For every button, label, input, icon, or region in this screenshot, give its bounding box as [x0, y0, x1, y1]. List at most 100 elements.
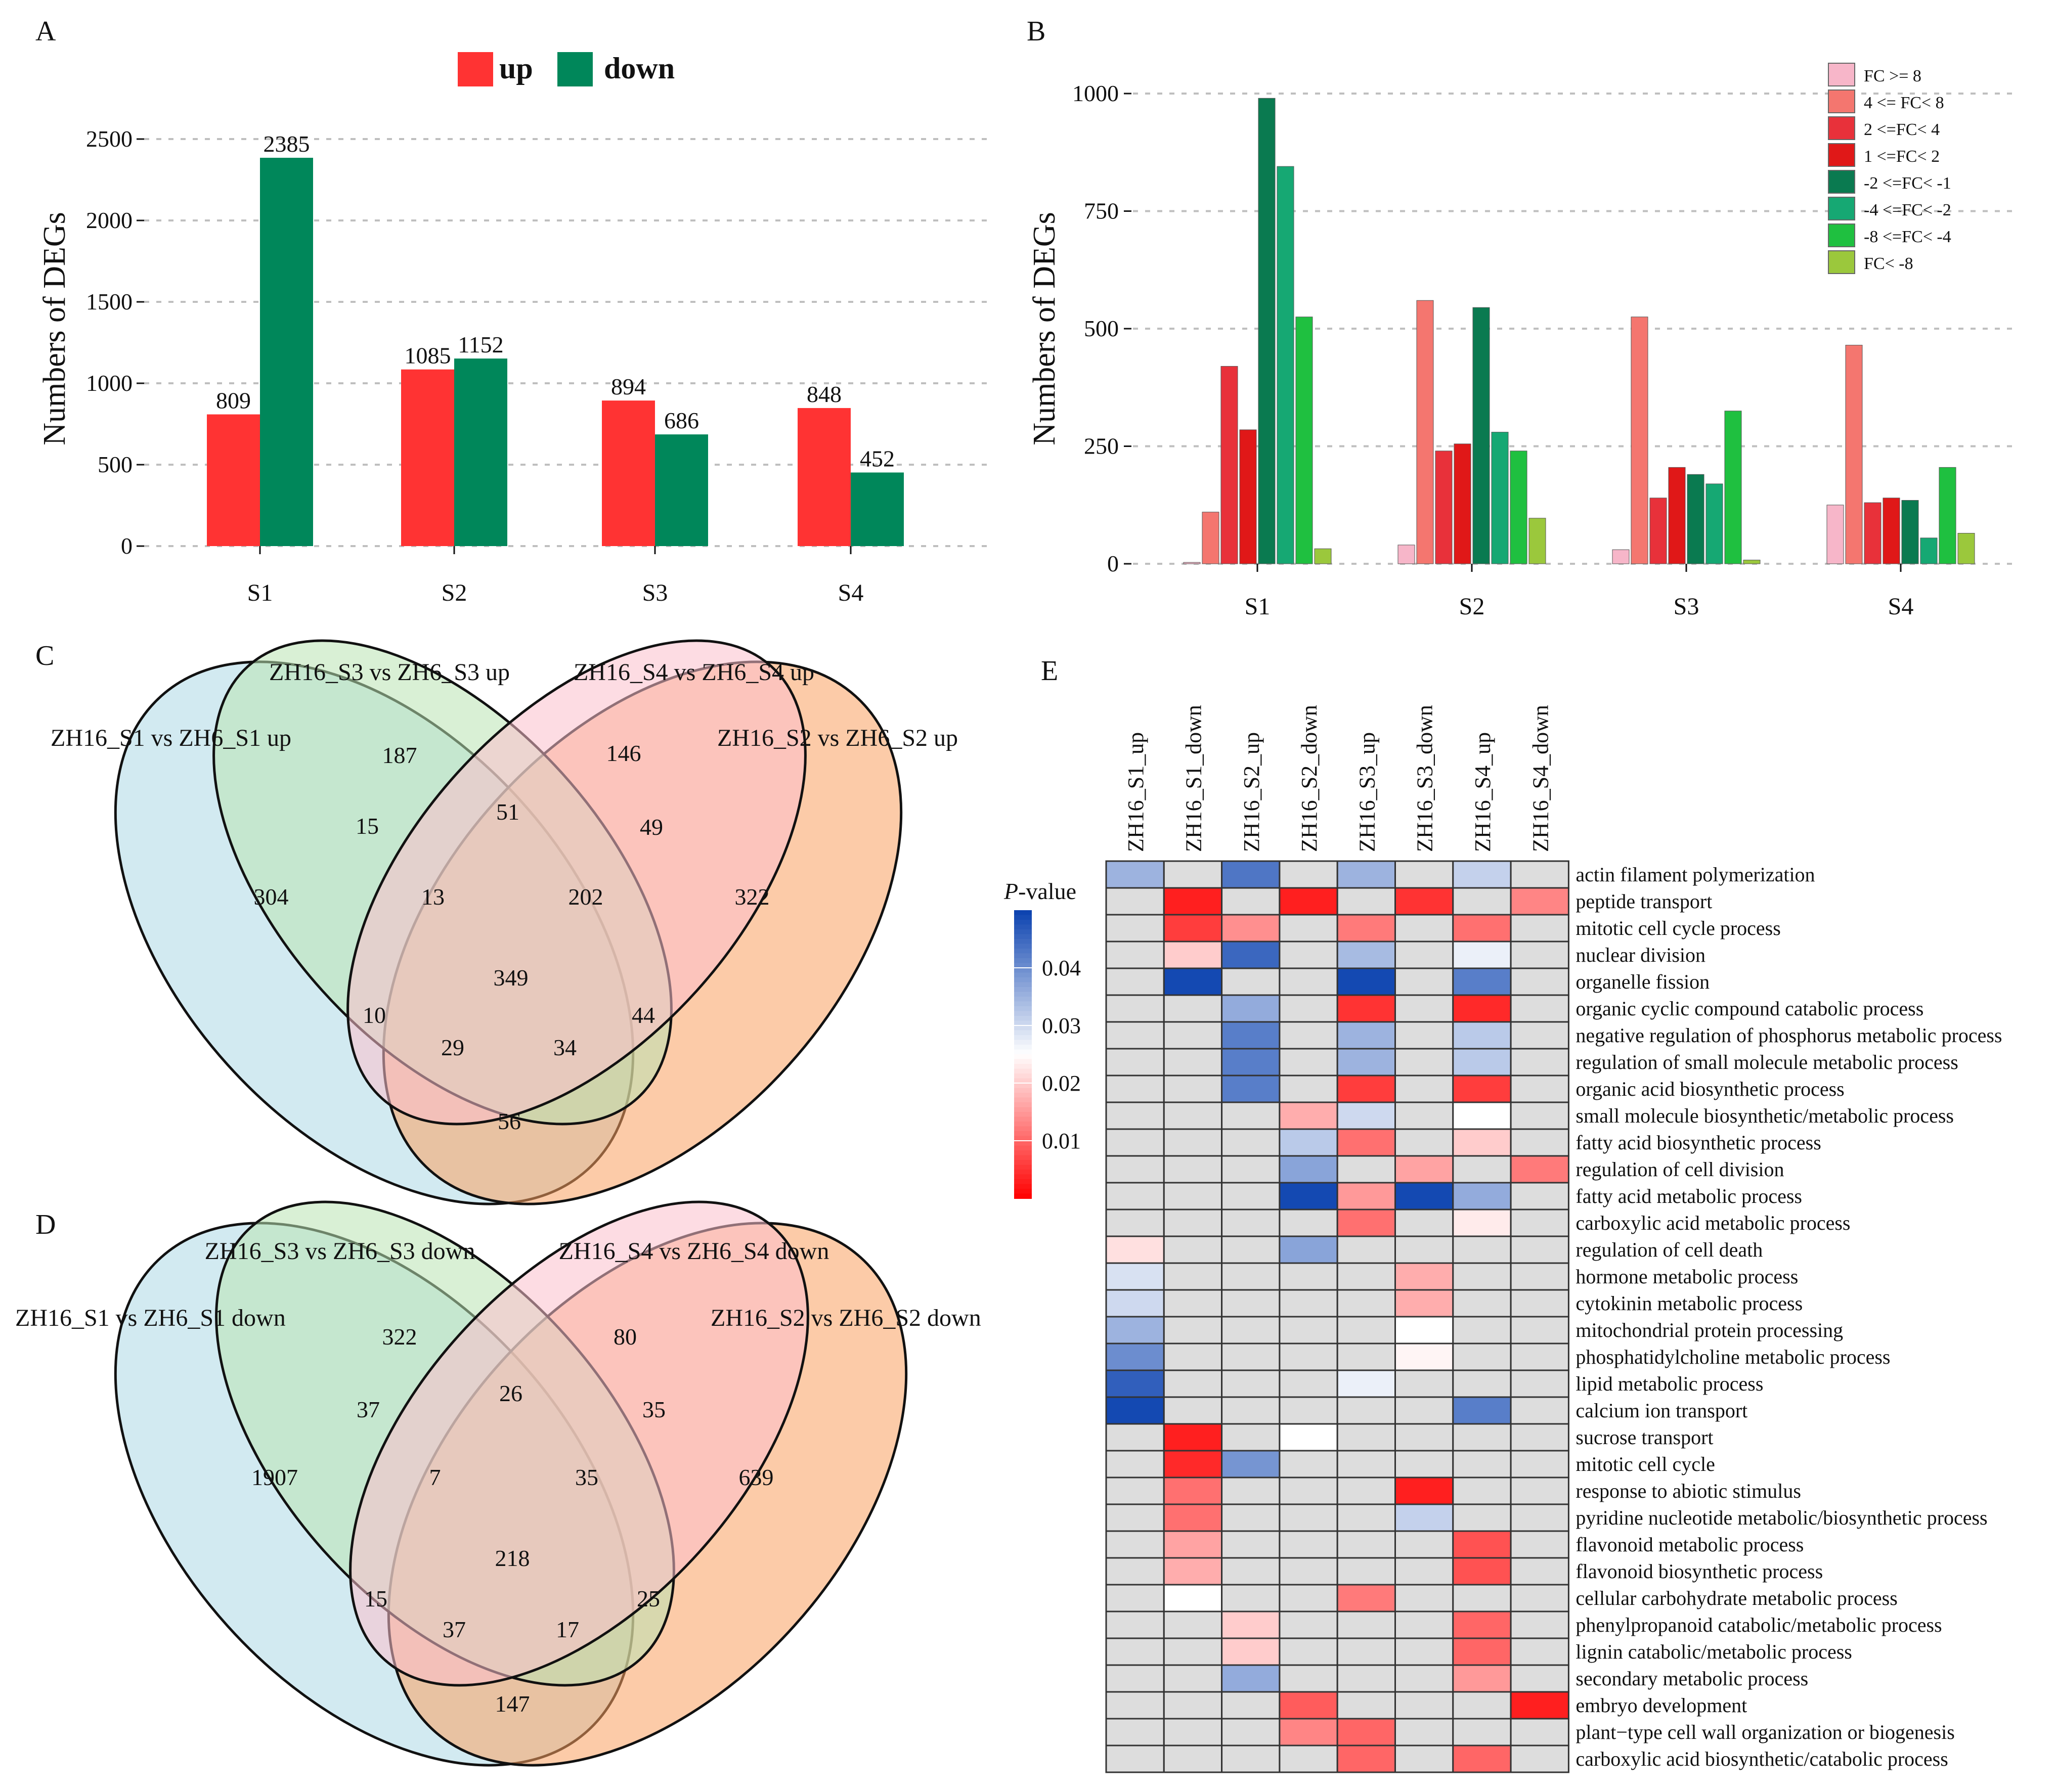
venn-d-set-label-4: ZH16_S2 vs ZH6_S2 down [711, 1305, 981, 1331]
colorbar-step [1014, 1083, 1032, 1089]
colorbar-step [1014, 1189, 1032, 1194]
heatmap-cell [1221, 1262, 1281, 1291]
bar-b-0-S2 [1397, 545, 1415, 564]
colorbar-step [1014, 1122, 1032, 1127]
venn-c-set-3-ellipse [346, 639, 807, 1126]
heatmap-cell [1336, 1610, 1396, 1639]
heatmap-cell [1279, 1342, 1338, 1371]
heatmap-cell [1163, 1342, 1223, 1371]
colorbar-step [1014, 1116, 1032, 1122]
heatmap-cell [1510, 1342, 1569, 1371]
y-axis-label-b: Numbers of DEGs [1027, 212, 1062, 445]
bar-b-3-S4 [1883, 498, 1900, 564]
heatmap-cell [1510, 1610, 1569, 1639]
heatmap-cell [1452, 940, 1512, 969]
heatmap-cell [1452, 1476, 1512, 1505]
heatmap-cell [1452, 1342, 1512, 1371]
venn-c-region-c: 146 [606, 740, 641, 766]
heatmap-cell [1105, 967, 1165, 996]
row-label: negative regulation of phosphorus metabo… [1576, 1024, 2002, 1047]
heatmap-cell [1221, 1235, 1281, 1264]
colorbar-step [1014, 1170, 1032, 1175]
panel-label-d: D [35, 1209, 56, 1240]
heatmap-cell [1452, 1235, 1512, 1264]
column-label: ZH16_S3_up [1354, 732, 1379, 852]
venn-c-region-bc: 51 [496, 799, 519, 825]
colorbar-step [1014, 977, 1032, 983]
bar-b-2-S4 [1864, 502, 1882, 564]
heatmap-cell [1221, 1744, 1281, 1773]
legend-label-a: up [499, 52, 533, 85]
colorbar-step [1014, 1054, 1032, 1060]
heatmap-cell [1452, 994, 1512, 1023]
colorbar-step [1014, 1020, 1032, 1026]
heatmap-cell [1221, 1637, 1281, 1666]
colorbar-step [1014, 1174, 1032, 1180]
colorbar-step [1014, 987, 1032, 993]
heatmap-cell [1452, 1664, 1512, 1693]
colorbar-step [1014, 1184, 1032, 1189]
bar-b-4-S4 [1901, 500, 1919, 564]
venn-c-set-label-4: ZH16_S2 vs ZH6_S2 up [717, 725, 958, 751]
heatmap-cell [1510, 1182, 1569, 1211]
venn-c-region-b: 187 [382, 742, 417, 768]
heatmap-cell [1163, 1584, 1223, 1612]
panel-label-c: C [35, 640, 54, 671]
heatmap-cell [1510, 1074, 1569, 1103]
bar-b-2-S3 [1649, 498, 1667, 564]
bar-b-3-S1 [1239, 429, 1257, 564]
colorbar-step [1014, 992, 1032, 997]
heatmap-cell [1221, 1316, 1281, 1345]
heatmap-cell [1105, 887, 1165, 916]
bar-b-7-S2 [1528, 518, 1546, 564]
bar-b-4-S1 [1258, 98, 1276, 564]
colorbar-step [1014, 1126, 1032, 1132]
heatmap-cell [1394, 1450, 1454, 1479]
row-label: organic cyclic compound catabolic proces… [1576, 997, 1923, 1020]
heatmap-cell [1510, 1235, 1569, 1264]
heatmap-cell [1510, 1503, 1569, 1532]
heatmap-cell [1221, 1476, 1281, 1505]
heatmap-cell [1105, 1396, 1165, 1425]
heatmap-cell [1394, 1101, 1454, 1130]
colorbar-step [1014, 1164, 1032, 1170]
row-label: embryo development [1576, 1694, 1747, 1717]
heatmap-cell [1336, 1557, 1396, 1586]
heatmap-cell [1452, 1182, 1512, 1211]
heatmap-cell [1279, 1637, 1338, 1666]
venn-d-region-bc: 26 [499, 1380, 522, 1406]
heatmap-cell [1279, 967, 1338, 996]
heatmap-cell [1221, 1208, 1281, 1237]
heatmap-cell [1221, 1530, 1281, 1559]
heatmap-cell [1105, 1048, 1165, 1077]
colorbar-step [1014, 1131, 1032, 1137]
heatmap-cell [1221, 1155, 1281, 1184]
row-label: sucrose transport [1576, 1426, 1713, 1449]
venn-d-region-ac: 15 [364, 1586, 387, 1611]
heatmap-cell [1221, 1369, 1281, 1398]
data-label-a: 686 [664, 408, 699, 433]
heatmap-cell [1452, 1074, 1512, 1103]
heatmap-cell [1163, 887, 1223, 916]
heatmap-cell [1336, 1289, 1396, 1318]
row-label: pyridine nucleotide metabolic/biosynthet… [1576, 1506, 1987, 1529]
heatmap-cell [1336, 1423, 1396, 1452]
venn-d-set-label-3: ZH16_S4 vs ZH6_S4 down [559, 1238, 829, 1265]
heatmap-cell [1221, 1128, 1281, 1157]
colorbar-step [1014, 1030, 1032, 1036]
x-tick-label-a: S2 [442, 579, 467, 606]
heatmap-cell [1279, 1691, 1338, 1720]
legend-swatch-b [1828, 250, 1855, 274]
legend-label-b: FC >= 8 [1864, 67, 1921, 85]
heatmap-cell [1163, 1048, 1223, 1077]
y-tick-label-b: 500 [1084, 316, 1119, 341]
heatmap-cell [1105, 1664, 1165, 1693]
row-label: carboxylic acid biosynthetic/catabolic p… [1576, 1748, 1948, 1770]
data-label-a: 809 [216, 388, 251, 414]
heatmap-cell [1510, 1637, 1569, 1666]
heatmap-cell [1336, 967, 1396, 996]
bar-b-7-S1 [1314, 548, 1332, 564]
data-label-a: 1085 [405, 343, 451, 369]
heatmap-cell [1221, 1691, 1281, 1720]
y-tick-label-b: 1000 [1072, 80, 1119, 106]
